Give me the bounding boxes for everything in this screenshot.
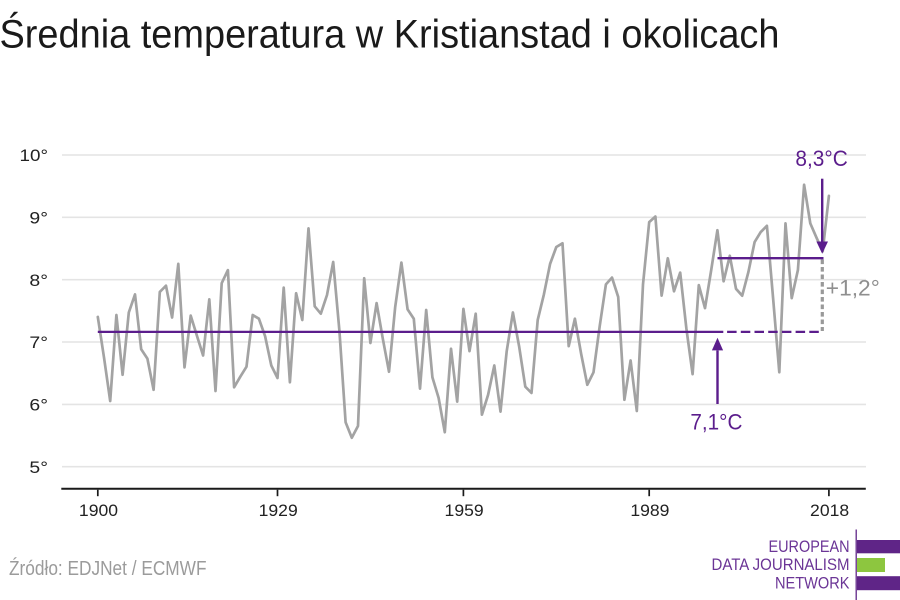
svg-text:7,1°C: 7,1°C — [690, 410, 742, 435]
svg-text:9°: 9° — [29, 208, 48, 227]
svg-text:DATA JOURNALISM: DATA JOURNALISM — [712, 556, 850, 574]
svg-text:2018: 2018 — [810, 501, 849, 520]
svg-text:8°: 8° — [29, 271, 48, 290]
svg-text:8,3°C: 8,3°C — [795, 146, 847, 171]
svg-text:EUROPEAN: EUROPEAN — [769, 538, 850, 556]
svg-text:10°: 10° — [20, 146, 49, 165]
svg-text:NETWORK: NETWORK — [775, 574, 850, 592]
svg-text:1989: 1989 — [630, 501, 669, 520]
svg-text:1959: 1959 — [445, 501, 484, 520]
svg-text:6°: 6° — [29, 396, 48, 415]
svg-text:5°: 5° — [29, 458, 48, 477]
svg-text:+1,2°: +1,2° — [826, 276, 880, 301]
svg-text:1900: 1900 — [79, 501, 118, 520]
svg-text:Średnia temperatura w Kristian: Średnia temperatura w Kristianstad i oko… — [0, 11, 780, 57]
svg-text:7°: 7° — [29, 333, 48, 352]
svg-text:1929: 1929 — [259, 501, 298, 520]
svg-text:Źródło: EDJNet / ECMWF: Źródło: EDJNet / ECMWF — [9, 557, 207, 580]
